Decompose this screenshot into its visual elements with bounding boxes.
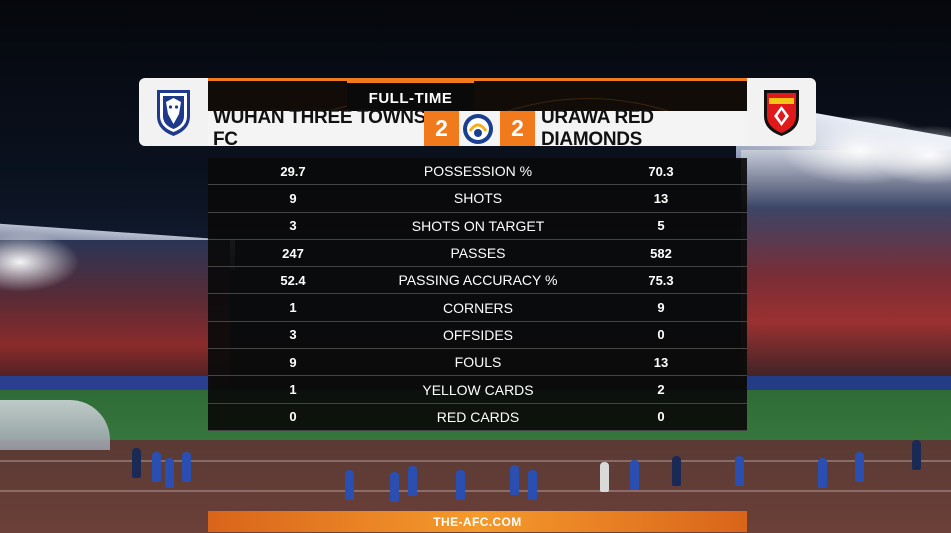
away-stat-value: 0	[657, 327, 665, 343]
home-stat-value: 9	[289, 190, 297, 206]
afc-champions-league-icon	[463, 114, 493, 144]
home-stat-value: 247	[282, 245, 304, 261]
table-row: 1 YELLOW CARDS 2	[208, 376, 747, 404]
player	[165, 458, 174, 488]
table-row: 1 CORNERS 9	[208, 294, 747, 322]
stat-label: RED CARDS	[436, 408, 520, 425]
table-row: 52.4 PASSING ACCURACY % 75.3	[208, 267, 747, 295]
stat-label: SHOTS	[453, 190, 503, 207]
away-stat-value: 582	[650, 245, 672, 261]
home-stat-value: 9	[289, 354, 297, 370]
header-decoration	[208, 78, 747, 112]
home-stat-value: 29.7	[280, 163, 306, 179]
player	[182, 452, 191, 482]
table-row: 0 RED CARDS 0	[208, 403, 747, 431]
away-stat-value: 5	[657, 218, 665, 234]
player	[528, 470, 537, 500]
table-row: 3 SHOTS ON TARGET 5	[208, 212, 747, 240]
stats-table: 29.7 POSSESSION % 70.3 9 SHOTS 13 3 SHOT…	[208, 158, 747, 431]
player	[855, 452, 864, 482]
home-crest-box	[139, 78, 208, 146]
player	[390, 472, 399, 502]
player	[510, 465, 519, 495]
away-stat-value: 13	[653, 354, 669, 370]
player	[912, 440, 921, 470]
home-team-name: WUHAN THREE TOWNS FC	[213, 106, 427, 150]
table-row: 3 OFFSIDES 0	[208, 321, 747, 350]
home-score: 2	[424, 111, 459, 146]
home-stat-value: 52.4	[280, 272, 306, 288]
header-top-strip	[208, 78, 747, 112]
away-stat-value: 13	[653, 190, 669, 206]
away-stat-value: 0	[657, 409, 665, 425]
table-row: 247 PASSES 582	[208, 239, 747, 268]
away-stat-value: 2	[657, 382, 665, 398]
track-line	[0, 490, 951, 492]
home-stat-value: 1	[289, 300, 297, 316]
stat-label: POSSESSION %	[423, 163, 533, 180]
home-stat-value: 3	[289, 327, 297, 343]
stat-label: YELLOW CARDS	[422, 381, 534, 398]
match-status: FULL-TIME	[347, 80, 474, 114]
player	[600, 462, 609, 492]
ad-board-left	[0, 376, 210, 390]
player	[735, 456, 744, 486]
player	[132, 448, 141, 478]
stat-label: PASSING ACCURACY %	[398, 272, 558, 289]
stat-label: CORNERS	[442, 299, 513, 316]
home-stat-value: 1	[289, 382, 297, 398]
footer-site: THE-AFC.COM	[208, 511, 747, 532]
table-row: 9 FOULS 13	[208, 349, 747, 377]
stat-label: FOULS	[454, 354, 502, 371]
away-stat-value: 75.3	[648, 272, 674, 288]
away-stat-value: 9	[657, 300, 665, 316]
player	[152, 452, 161, 482]
scoreboard-header: FULL-TIME WUHAN THREE TOWNS FC 2 2 URAWA…	[139, 78, 816, 150]
track-line	[0, 460, 951, 462]
table-row: 29.7 POSSESSION % 70.3	[208, 158, 747, 186]
away-stat-value: 70.3	[648, 163, 674, 179]
away-crest-box	[747, 78, 816, 146]
stand-right	[741, 150, 951, 380]
urawa-red-diamonds-crest-icon	[764, 90, 799, 136]
stat-label: OFFSIDES	[442, 326, 513, 343]
away-team-name: URAWA RED DIAMONDS	[541, 106, 654, 150]
player	[818, 458, 827, 488]
away-score: 2	[500, 111, 535, 146]
table-row: 9 SHOTS 13	[208, 185, 747, 213]
player	[408, 466, 417, 496]
stat-label: SHOTS ON TARGET	[411, 217, 545, 234]
wuhan-three-towns-crest-icon	[157, 90, 190, 136]
player	[630, 460, 639, 490]
home-stat-value: 3	[289, 218, 297, 234]
ad-board-right	[746, 376, 951, 390]
player	[456, 470, 465, 500]
player	[672, 456, 681, 486]
stat-label: PASSES	[450, 245, 506, 262]
home-stat-value: 0	[289, 409, 297, 425]
player	[345, 470, 354, 500]
dugout	[0, 400, 110, 450]
